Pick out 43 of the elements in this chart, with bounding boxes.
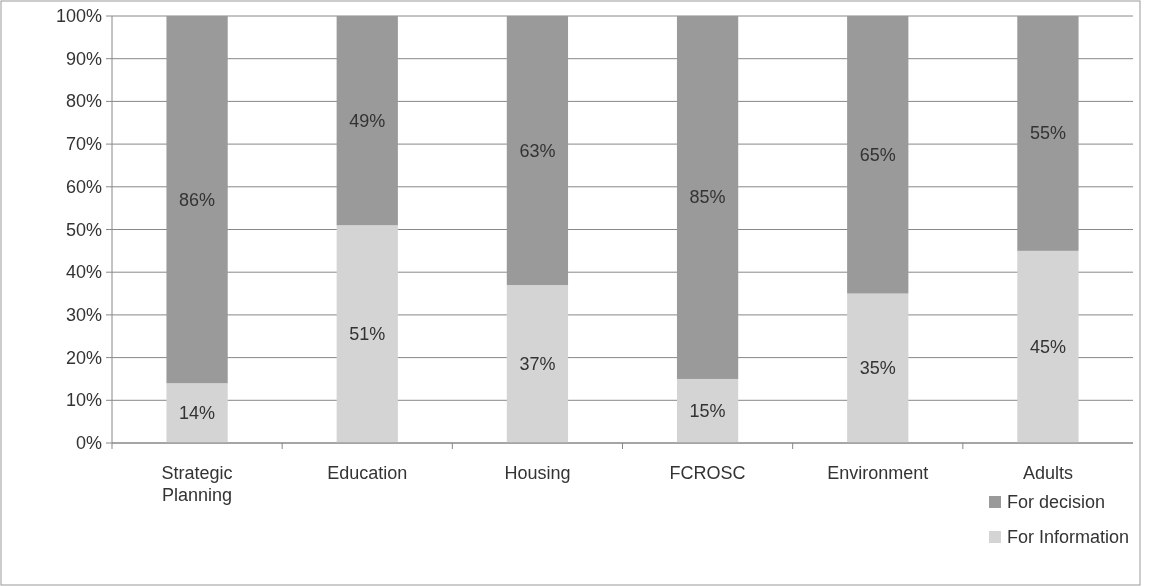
data-label: 45% <box>1029 336 1066 357</box>
data-label: 65% <box>859 144 896 165</box>
y-tick-label: 90% <box>65 48 102 69</box>
x-tick-label: Strategic Planning <box>161 463 233 505</box>
bar <box>336 16 398 226</box>
y-tick-label: 10% <box>65 390 102 411</box>
bar <box>166 383 228 443</box>
y-tick-label: 80% <box>65 91 102 112</box>
y-tick-label: 100% <box>55 6 102 26</box>
x-tick-label: FCROSC <box>669 463 746 483</box>
data-label: 49% <box>349 110 386 131</box>
bar <box>506 16 569 286</box>
bar <box>506 285 569 443</box>
bar <box>166 16 228 384</box>
y-tick-label: 30% <box>65 304 102 325</box>
data-label: 35% <box>859 358 896 379</box>
bar <box>1017 250 1079 443</box>
data-label: 86% <box>179 189 216 210</box>
x-tick-label: Adults <box>1022 463 1073 483</box>
x-tick-label: Education <box>327 463 408 483</box>
data-label: 14% <box>179 403 216 424</box>
bar <box>676 378 739 443</box>
bar <box>847 16 909 294</box>
y-tick-label: 20% <box>65 347 102 368</box>
legend-label: For decision <box>1007 492 1106 512</box>
data-label: 51% <box>349 324 386 345</box>
x-tick-label: Housing <box>504 463 571 483</box>
bar <box>847 293 909 443</box>
y-tick-label: 0% <box>75 433 102 453</box>
data-label: 15% <box>689 400 726 421</box>
y-tick-label: 50% <box>65 219 102 240</box>
bar <box>336 225 398 443</box>
data-label: 85% <box>689 187 726 208</box>
y-tick-label: 70% <box>65 134 102 155</box>
data-label: 37% <box>519 354 556 375</box>
y-tick-label: 60% <box>65 176 102 197</box>
data-label: 63% <box>519 140 556 161</box>
x-tick-label: Environment <box>827 463 929 483</box>
y-tick-label: 40% <box>65 262 102 283</box>
legend-label: For Information <box>1007 527 1130 547</box>
bar <box>1017 16 1079 251</box>
data-label: 55% <box>1029 123 1066 144</box>
bar <box>676 16 739 379</box>
